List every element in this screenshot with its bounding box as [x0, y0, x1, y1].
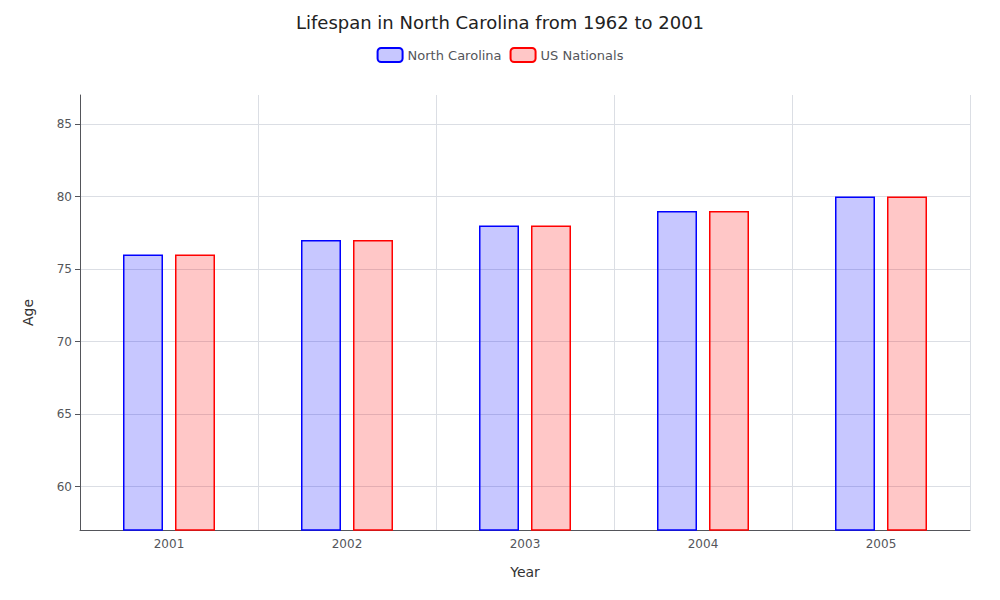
svg-text:75: 75 [57, 262, 72, 276]
svg-text:70: 70 [57, 335, 72, 349]
svg-text:North Carolina: North Carolina [408, 48, 502, 63]
svg-text:Age: Age [20, 299, 36, 326]
svg-text:65: 65 [57, 407, 72, 421]
svg-text:60: 60 [57, 480, 72, 494]
svg-text:2004: 2004 [688, 537, 719, 551]
svg-text:US Nationals: US Nationals [541, 48, 624, 63]
svg-text:2005: 2005 [866, 537, 897, 551]
svg-text:Lifespan in North Carolina fro: Lifespan in North Carolina from 1962 to … [296, 12, 704, 33]
svg-text:2003: 2003 [510, 537, 541, 551]
svg-text:2002: 2002 [332, 537, 363, 551]
svg-text:2001: 2001 [154, 537, 185, 551]
svg-text:85: 85 [57, 117, 72, 131]
svg-text:80: 80 [57, 190, 72, 204]
svg-text:Year: Year [509, 564, 540, 580]
